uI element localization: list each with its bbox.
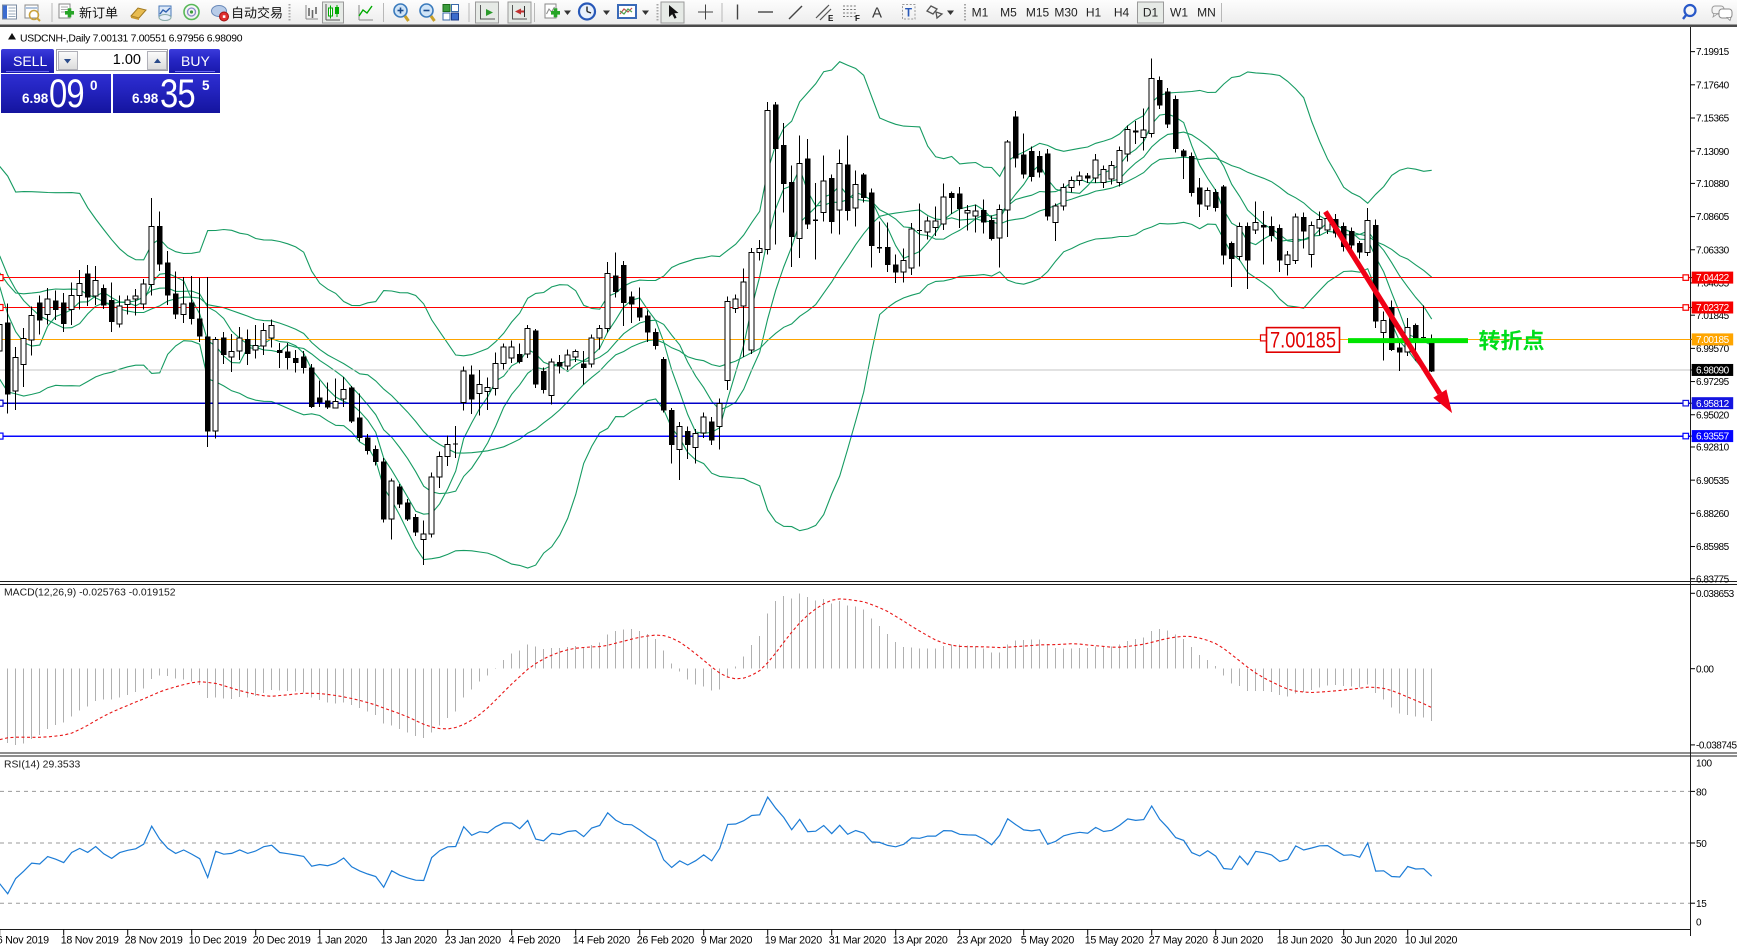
svg-text:M15: M15 [1026,6,1050,20]
svg-text:6.88260: 6.88260 [1696,509,1730,520]
svg-text:100: 100 [1696,759,1713,770]
svg-text:7.13090: 7.13090 [1696,147,1730,158]
svg-text:USDCNH-,Daily 7.00131 7.00551: USDCNH-,Daily 7.00131 7.00551 6.97956 6.… [20,34,243,45]
svg-text:10 Jul 2020: 10 Jul 2020 [1405,935,1458,947]
svg-text:0.038653: 0.038653 [1696,589,1735,600]
svg-text:6.95020: 6.95020 [1696,410,1730,421]
svg-text:7.08605: 7.08605 [1696,212,1730,223]
svg-text:7.04055: 7.04055 [1696,279,1730,290]
svg-text:14 Feb 2020: 14 Feb 2020 [573,935,631,947]
svg-text:E: E [828,14,834,23]
svg-text:H4: H4 [1114,6,1130,20]
svg-text:28 Nov 2019: 28 Nov 2019 [125,935,183,947]
svg-text:0.00: 0.00 [1696,664,1714,675]
svg-text:7.00185: 7.00185 [1696,335,1730,346]
svg-text:13 Apr 2020: 13 Apr 2020 [893,935,948,947]
svg-text:M1: M1 [972,6,989,20]
svg-text:7.15365: 7.15365 [1696,114,1730,125]
svg-text:RSI(14) 29.3533: RSI(14) 29.3533 [4,760,80,771]
svg-text:5 May 2020: 5 May 2020 [1021,935,1075,947]
svg-text:6.99570: 6.99570 [1696,344,1730,355]
svg-text:6.85985: 6.85985 [1696,542,1730,553]
svg-text:7.17640: 7.17640 [1696,80,1730,91]
svg-text:10 Dec 2019: 10 Dec 2019 [189,935,247,947]
svg-text:6.92810: 6.92810 [1696,443,1730,454]
svg-text:6.93557: 6.93557 [1696,432,1730,443]
svg-text:15 May 2020: 15 May 2020 [1085,935,1144,947]
svg-text:7.10880: 7.10880 [1696,179,1730,190]
svg-text:M5: M5 [1000,6,1017,20]
svg-text:18 Jun 2020: 18 Jun 2020 [1277,935,1333,947]
svg-text:23 Apr 2020: 23 Apr 2020 [957,935,1012,947]
svg-text:18 Nov 2019: 18 Nov 2019 [61,935,119,947]
svg-text:8 Jun 2020: 8 Jun 2020 [1213,935,1264,947]
svg-text:-0.038745: -0.038745 [1696,741,1737,752]
svg-text:1 Jan 2020: 1 Jan 2020 [317,935,368,947]
svg-text:F: F [855,14,860,23]
svg-text:6.97295: 6.97295 [1696,377,1730,388]
svg-text:20 Dec 2019: 20 Dec 2019 [253,935,311,947]
svg-text:A: A [872,5,882,22]
svg-text:23 Jan 2020: 23 Jan 2020 [445,935,501,947]
svg-text:7.02372: 7.02372 [1696,303,1730,314]
svg-text:M30: M30 [1054,6,1078,20]
svg-text:7.04422: 7.04422 [1696,273,1730,284]
svg-text:19 Mar 2020: 19 Mar 2020 [765,935,823,947]
svg-text:0: 0 [1696,918,1702,929]
svg-text:15: 15 [1696,899,1707,910]
svg-text:50: 50 [1696,839,1707,850]
svg-text:80: 80 [1696,787,1707,798]
svg-text:7.00185: 7.00185 [1270,328,1336,353]
svg-text:4 Feb 2020: 4 Feb 2020 [509,935,561,947]
svg-text:30 Jun 2020: 30 Jun 2020 [1341,935,1397,947]
svg-text:27 May 2020: 27 May 2020 [1149,935,1208,947]
svg-text:7.19915: 7.19915 [1696,47,1730,58]
svg-text:T: T [905,8,912,20]
svg-text:26 Feb 2020: 26 Feb 2020 [637,935,695,947]
svg-text:H1: H1 [1086,6,1102,20]
svg-text:6.83775: 6.83775 [1696,574,1730,585]
svg-text:6.98090: 6.98090 [1696,366,1730,377]
svg-text:6.95812: 6.95812 [1696,399,1730,410]
svg-text:13 Jan 2020: 13 Jan 2020 [381,935,437,947]
svg-text:MN: MN [1197,6,1216,20]
svg-text:6 Nov 2019: 6 Nov 2019 [0,935,49,947]
svg-text:7.06330: 7.06330 [1696,245,1730,256]
svg-text:31 Mar 2020: 31 Mar 2020 [829,935,887,947]
svg-text:W1: W1 [1170,6,1188,20]
svg-text:6.90535: 6.90535 [1696,476,1730,487]
svg-text:7.01845: 7.01845 [1696,311,1730,322]
svg-text:D1: D1 [1143,6,1159,20]
svg-text:MACD(12,26,9) -0.025763 -0.019: MACD(12,26,9) -0.025763 -0.019152 [4,588,176,599]
svg-text:9 Mar 2020: 9 Mar 2020 [701,935,753,947]
